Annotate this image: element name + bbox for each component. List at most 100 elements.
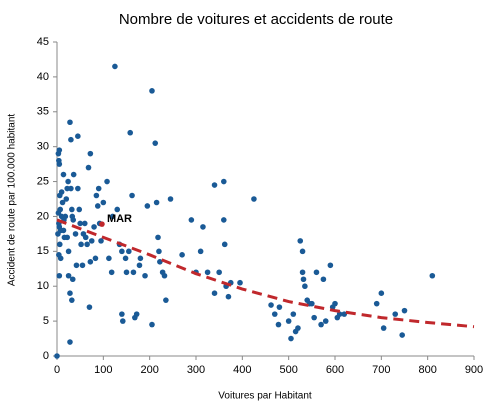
data-point bbox=[85, 164, 92, 171]
data-point bbox=[290, 311, 297, 317]
data-point bbox=[106, 255, 112, 262]
data-point bbox=[77, 220, 83, 227]
data-point bbox=[399, 332, 405, 338]
data-point bbox=[332, 300, 338, 307]
data-point bbox=[70, 171, 77, 178]
data-point bbox=[144, 203, 151, 209]
y-tick-label: 20 bbox=[37, 210, 49, 222]
data-point bbox=[392, 311, 399, 317]
data-point bbox=[216, 269, 222, 276]
data-point bbox=[94, 203, 101, 209]
data-point bbox=[237, 279, 243, 286]
data-point bbox=[300, 276, 307, 283]
data-point bbox=[179, 252, 185, 258]
data-point bbox=[380, 325, 387, 331]
data-point bbox=[322, 318, 329, 324]
data-point bbox=[137, 255, 144, 262]
data-point bbox=[167, 196, 174, 202]
data-point bbox=[127, 129, 134, 136]
data-point bbox=[149, 88, 155, 94]
data-point bbox=[65, 178, 71, 185]
data-point bbox=[104, 178, 110, 185]
data-point bbox=[142, 272, 148, 279]
data-point bbox=[288, 335, 294, 342]
data-point bbox=[123, 269, 130, 276]
data-point bbox=[114, 206, 121, 213]
data-point bbox=[56, 272, 63, 279]
data-point bbox=[155, 234, 161, 241]
data-point bbox=[156, 248, 162, 255]
data-point bbox=[275, 321, 282, 328]
data-point bbox=[87, 150, 94, 157]
data-point bbox=[92, 255, 99, 262]
data-point bbox=[91, 224, 97, 230]
x-tick-label: 600 bbox=[326, 364, 344, 376]
data-point bbox=[401, 307, 408, 314]
data-point bbox=[68, 185, 74, 192]
data-point bbox=[62, 213, 69, 220]
data-point bbox=[67, 339, 73, 345]
data-point bbox=[297, 238, 304, 244]
highlight-label: MAR bbox=[107, 213, 132, 225]
x-tick-label: 700 bbox=[372, 364, 390, 376]
data-point bbox=[63, 196, 70, 202]
y-tick-label: 25 bbox=[37, 175, 49, 187]
data-point bbox=[68, 136, 74, 143]
data-point bbox=[153, 199, 160, 206]
data-point bbox=[78, 241, 84, 248]
data-point bbox=[299, 248, 306, 255]
data-point bbox=[76, 206, 83, 213]
data-point bbox=[373, 300, 380, 307]
data-point bbox=[149, 321, 155, 328]
data-point bbox=[211, 182, 218, 188]
data-point bbox=[378, 290, 385, 297]
data-point bbox=[318, 321, 324, 328]
data-point bbox=[87, 259, 94, 265]
data-point bbox=[58, 189, 65, 195]
data-point bbox=[200, 224, 206, 230]
data-point bbox=[276, 304, 283, 310]
y-tick-label: 40 bbox=[37, 71, 49, 83]
data-point bbox=[119, 318, 126, 324]
data-point bbox=[88, 238, 95, 244]
data-point bbox=[188, 217, 195, 223]
data-point bbox=[302, 283, 308, 290]
y-tick-label: 45 bbox=[37, 36, 49, 48]
data-point bbox=[73, 262, 80, 269]
data-point bbox=[129, 192, 135, 199]
data-point bbox=[100, 199, 107, 206]
x-axis-title: Voitures par Habitant bbox=[218, 391, 312, 402]
data-point bbox=[130, 269, 137, 276]
data-point bbox=[119, 248, 125, 255]
x-tick-label: 100 bbox=[94, 364, 112, 376]
data-point bbox=[65, 272, 72, 279]
x-tick-label: 400 bbox=[233, 364, 251, 376]
data-point bbox=[271, 311, 278, 317]
data-point bbox=[64, 234, 70, 241]
data-point bbox=[122, 255, 129, 262]
data-point bbox=[204, 269, 211, 276]
data-point bbox=[69, 206, 75, 213]
data-point bbox=[84, 241, 90, 248]
data-point bbox=[59, 199, 66, 206]
data-point bbox=[86, 304, 93, 310]
data-point bbox=[98, 238, 104, 244]
x-tick-label: 0 bbox=[54, 364, 60, 376]
data-point bbox=[56, 161, 63, 167]
data-point bbox=[311, 314, 317, 321]
data-point bbox=[126, 248, 132, 255]
data-point bbox=[268, 302, 274, 308]
data-point bbox=[69, 276, 76, 283]
data-point bbox=[67, 290, 73, 297]
data-point bbox=[119, 311, 125, 317]
data-point bbox=[313, 269, 320, 276]
data-point bbox=[67, 119, 73, 126]
y-tick-label: 15 bbox=[37, 245, 49, 257]
x-tick-label: 800 bbox=[418, 364, 436, 376]
y-axis-title: Accident de route par 100.000 habitant bbox=[7, 114, 18, 287]
data-point bbox=[108, 269, 115, 276]
data-point bbox=[152, 140, 159, 146]
data-point bbox=[65, 248, 72, 255]
y-tick-label: 0 bbox=[43, 350, 49, 362]
